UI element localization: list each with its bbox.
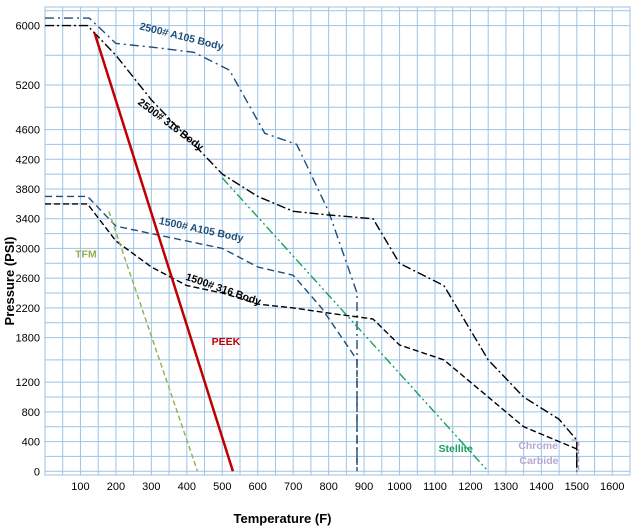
x-tick-label: 900 bbox=[355, 481, 373, 493]
x-tick-label: 1400 bbox=[529, 481, 553, 493]
y-tick-label: 400 bbox=[22, 437, 40, 449]
x-tick-label: 800 bbox=[319, 481, 337, 493]
y-tick-label: 4600 bbox=[16, 125, 40, 137]
series-1500-316-body bbox=[45, 203, 578, 472]
y-tick-label: 5200 bbox=[16, 80, 40, 92]
plot-area bbox=[44, 6, 631, 476]
x-tick-label: 700 bbox=[284, 481, 302, 493]
x-tick-label: 300 bbox=[142, 481, 160, 493]
x-tick-labels: 100 200 300 400 500 600 700 800 900 1000 1100 1200 1… bbox=[71, 481, 624, 493]
y-tick-label: 2200 bbox=[16, 303, 40, 315]
series-1500-a105-body bbox=[45, 195, 358, 472]
annotation-label: PEEK bbox=[212, 336, 241, 348]
x-tick-label: 500 bbox=[213, 481, 231, 493]
series-lines bbox=[45, 17, 580, 472]
series-tfm bbox=[108, 211, 199, 472]
series-chrome-carbide bbox=[571, 439, 580, 472]
y-tick-label: 3800 bbox=[16, 184, 40, 196]
annotation-label: Chrome bbox=[518, 440, 558, 452]
annotation-label: Carbide bbox=[519, 455, 558, 467]
y-axis-label: Pressure (PSI) bbox=[2, 237, 17, 326]
series-2500-316-body bbox=[45, 24, 578, 472]
y-tick-label: 3400 bbox=[16, 214, 40, 226]
x-tick-label: 1600 bbox=[600, 481, 624, 493]
x-tick-label: 200 bbox=[107, 481, 125, 493]
x-tick-label: 1100 bbox=[423, 481, 447, 493]
y-tick-label: 6000 bbox=[16, 21, 40, 33]
x-tick-label: 1200 bbox=[458, 481, 482, 493]
annotation-label: Stellite bbox=[439, 443, 474, 455]
y-tick-label: 1800 bbox=[16, 333, 40, 345]
x-tick-label: 600 bbox=[249, 481, 267, 493]
x-tick-label: 1000 bbox=[387, 481, 411, 493]
y-tick-label: 0 bbox=[34, 466, 40, 478]
y-tick-label: 4200 bbox=[16, 154, 40, 166]
y-tick-label: 3000 bbox=[16, 243, 40, 255]
x-tick-label: 1500 bbox=[565, 481, 589, 493]
x-axis-label: Temperature (F) bbox=[234, 511, 332, 526]
x-tick-label: 100 bbox=[71, 481, 89, 493]
series-peek bbox=[93, 32, 235, 472]
y-tick-label: 2600 bbox=[16, 273, 40, 285]
y-tick-label: 1200 bbox=[16, 377, 40, 389]
x-tick-label: 1300 bbox=[494, 481, 518, 493]
annotation-label: TFM bbox=[75, 248, 97, 260]
grid bbox=[44, 6, 631, 476]
y-tick-labels: 0 400 800 1200 1800 2200 2600 3000 3400 3800 4200 4… bbox=[16, 21, 40, 479]
x-tick-label: 400 bbox=[178, 481, 196, 493]
y-tick-label: 800 bbox=[22, 407, 40, 419]
